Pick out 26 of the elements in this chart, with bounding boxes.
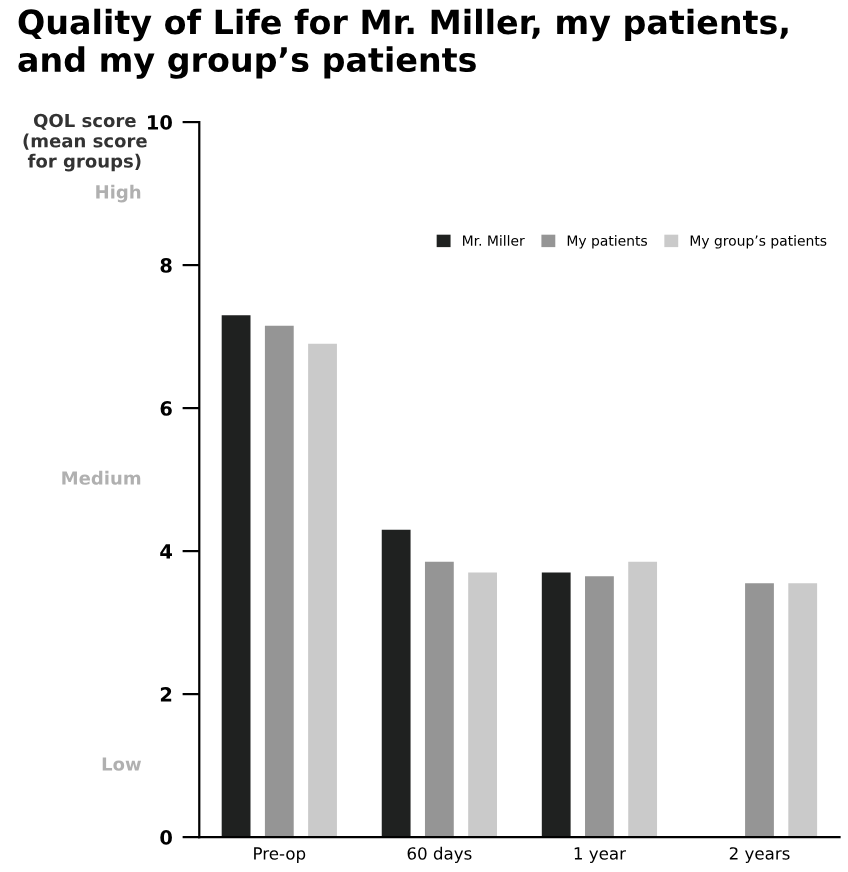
x-tick-label: 1 year (574, 847, 626, 863)
text: High (96, 184, 141, 203)
bar (468, 572, 497, 838)
x-tick-label: 60 days (407, 846, 472, 863)
y-tick-label: 10 (148, 115, 172, 130)
bar (541, 572, 571, 838)
y-tick-label: 2 (160, 687, 172, 702)
text: Medium (62, 470, 141, 485)
y-tick-label: 4 (160, 544, 172, 559)
text: Low (102, 757, 142, 771)
bar (221, 315, 251, 838)
x-tick-label: 2 years (729, 847, 790, 863)
chart-title: Quality of Life for Mr. Miller, my patients, and my group’s patients (18, 8, 788, 79)
x-tick-label: Pre-op (254, 847, 306, 863)
bar (264, 325, 294, 838)
y-axis-title: QOL score (mean score for groups) (23, 113, 147, 172)
bar (628, 561, 658, 838)
bar (424, 561, 454, 838)
bar (308, 343, 337, 838)
y-tick-label: 8 (160, 258, 172, 273)
y-tick-label: 0 (160, 830, 172, 845)
bar (745, 583, 774, 838)
bar (585, 576, 614, 838)
y-tick-label: 6 (160, 401, 172, 416)
bar (381, 529, 411, 838)
bar (788, 583, 818, 838)
